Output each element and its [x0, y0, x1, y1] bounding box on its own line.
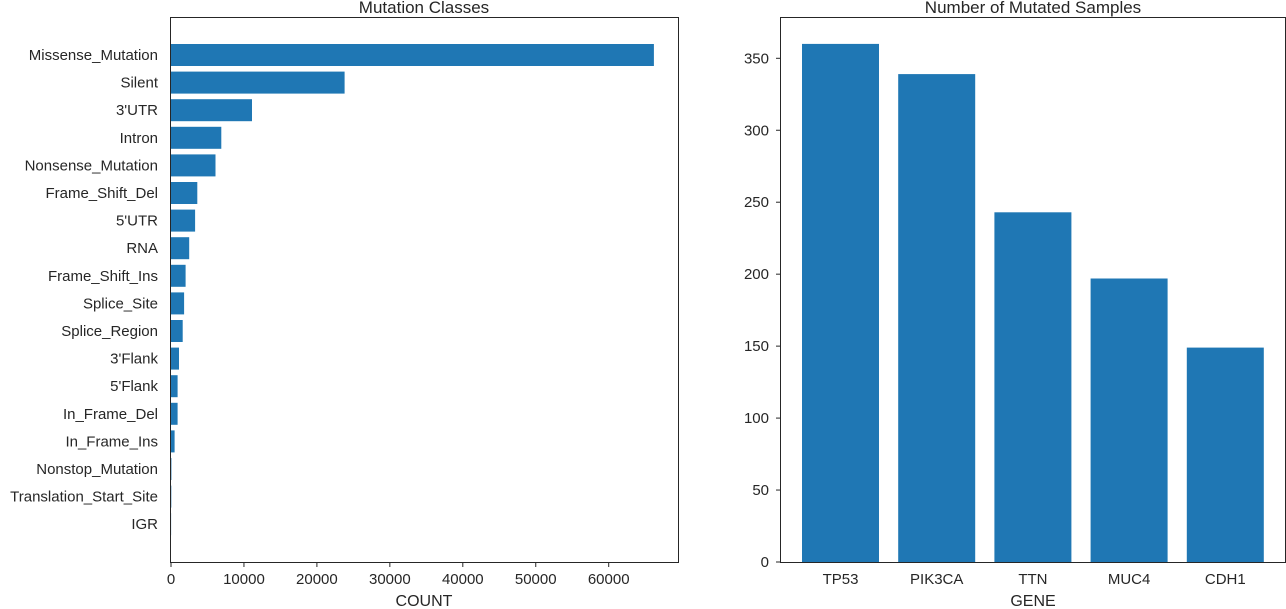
x-tick-label: 20000: [296, 571, 338, 588]
category-label-frame-shift-del: Frame_Shift_Del: [45, 185, 158, 202]
category-label-5-flank: 5'Flank: [110, 378, 158, 395]
bar-3-flank: [171, 347, 179, 370]
category-label-missense-mutation: Missense_Mutation: [29, 47, 158, 64]
x-tick-label: 0: [167, 571, 175, 588]
category-label-5-utr: 5'UTR: [116, 213, 158, 230]
bar-splice-region: [171, 320, 183, 342]
mutated-samples-x-axis-label: GENE: [1010, 593, 1055, 609]
x-tick-label: 60000: [588, 571, 630, 588]
bar-silent: [171, 71, 345, 94]
mutation-classes-chart: Mutation Classes Missense_Mutation Silent…: [10, 0, 679, 609]
category-label-in-frame-ins: In_Frame_Ins: [65, 433, 158, 450]
category-label-cdh1: CDH1: [1205, 571, 1246, 588]
y-tick-label: 100: [744, 410, 769, 427]
bar-5-utr: [171, 209, 196, 232]
category-label-splice-region: Splice_Region: [61, 323, 158, 340]
bar-in-frame-del: [171, 402, 178, 425]
y-tick-label: 0: [761, 554, 769, 571]
category-label-in-frame-del: In_Frame_Del: [63, 406, 158, 423]
y-tick-label: 150: [744, 338, 769, 355]
category-label-splice-site: Splice_Site: [83, 295, 158, 312]
bar-splice-site: [171, 292, 185, 315]
bar-frame-shift-ins: [171, 264, 186, 287]
bar-ttn: [994, 212, 1072, 563]
y-tick-label: 350: [744, 50, 769, 67]
bar-nonsense-mutation: [171, 154, 216, 177]
category-label-3-flank: 3'Flank: [110, 351, 158, 368]
y-tick-label: 200: [744, 266, 769, 283]
mutation-classes-x-ticks: 0 10000 20000 30000 40000 50000 60000: [167, 562, 630, 588]
mutated-samples-bars: [802, 43, 1264, 563]
mutation-classes-x-axis-label: COUNT: [396, 593, 453, 609]
category-label-3-utr: 3'UTR: [116, 102, 158, 119]
category-label-igr: IGR: [131, 516, 158, 533]
category-label-pik3ca: PIK3CA: [910, 571, 963, 588]
bar-intron: [171, 126, 222, 149]
category-label-nonstop-mutation: Nonstop_Mutation: [36, 461, 158, 478]
bar-3-utr: [171, 99, 252, 122]
category-label-rna: RNA: [126, 240, 158, 257]
x-tick-label: 30000: [369, 571, 411, 588]
y-tick-label: 50: [752, 482, 769, 499]
category-label-muc4: MUC4: [1108, 571, 1151, 588]
mutated-samples-chart: Number of Mutated Samples 0 50 100 150 200 25…: [744, 0, 1286, 609]
bar-in-frame-ins: [171, 430, 175, 453]
bar-pik3ca: [898, 74, 976, 562]
y-tick-label: 250: [744, 194, 769, 211]
category-label-silent: Silent: [120, 75, 158, 92]
bar-tp53: [802, 43, 879, 562]
mutation-classes-title: Mutation Classes: [359, 0, 489, 17]
x-tick-label: 10000: [223, 571, 265, 588]
bar-5-flank: [171, 375, 178, 398]
category-label-translation-start-site: Translation_Start_Site: [10, 489, 158, 506]
mutation-classes-frame: [170, 17, 679, 563]
category-label-nonsense-mutation: Nonsense_Mutation: [25, 157, 158, 174]
mutated-samples-title: Number of Mutated Samples: [925, 0, 1141, 17]
bar-missense-mutation: [171, 44, 654, 66]
bar-cdh1: [1186, 347, 1264, 562]
category-label-frame-shift-ins: Frame_Shift_Ins: [48, 268, 158, 285]
mutation-classes-bars: [171, 44, 654, 536]
x-tick-label: 40000: [442, 571, 484, 588]
bar-muc4: [1090, 278, 1168, 562]
mutated-samples-y-ticks: 0 50 100 150 200 250 300 350: [744, 50, 781, 571]
mutation-classes-category-labels: Missense_Mutation Silent 3'UTR Intron Nonsen…: [10, 47, 159, 533]
category-label-intron: Intron: [120, 130, 158, 147]
mutated-samples-category-labels: TP53 PIK3CA TTN MUC4 CDH1: [823, 571, 1246, 588]
category-label-ttn: TTN: [1018, 571, 1047, 588]
bar-rna: [171, 237, 190, 260]
x-tick-label: 50000: [515, 571, 557, 588]
bar-frame-shift-del: [171, 182, 198, 204]
y-tick-label: 300: [744, 122, 769, 139]
category-label-tp53: TP53: [823, 571, 859, 588]
